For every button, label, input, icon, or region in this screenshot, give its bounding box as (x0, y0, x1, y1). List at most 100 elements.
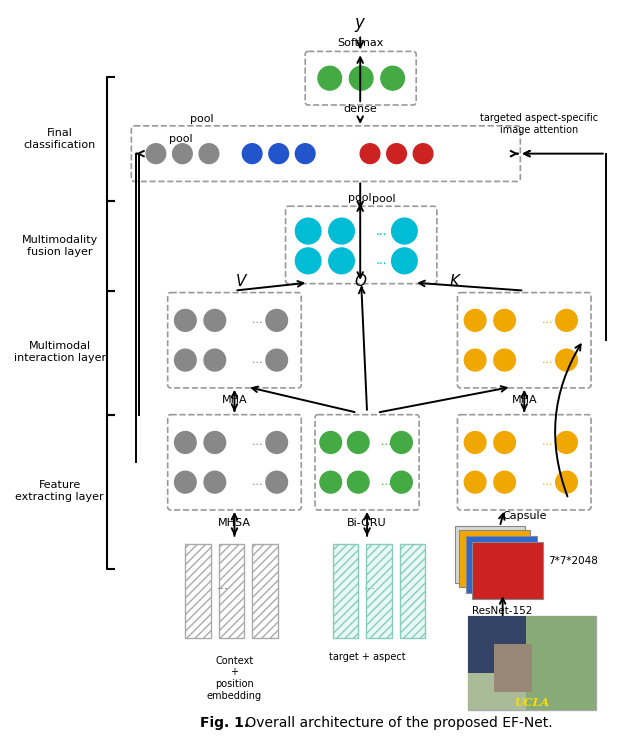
FancyBboxPatch shape (168, 415, 301, 510)
Text: ...: ... (541, 355, 552, 365)
Circle shape (381, 66, 404, 90)
Circle shape (296, 218, 321, 244)
Text: Final
classification: Final classification (24, 128, 96, 149)
Circle shape (266, 471, 287, 493)
Text: ...: ... (364, 579, 376, 592)
Circle shape (329, 248, 355, 273)
Text: ...: ... (541, 315, 552, 325)
FancyBboxPatch shape (315, 415, 419, 510)
Text: pool: pool (190, 114, 214, 124)
Bar (468, 672, 525, 710)
Circle shape (175, 310, 196, 331)
Circle shape (556, 310, 577, 331)
Text: Feature
extracting layer: Feature extracting layer (15, 480, 104, 502)
Circle shape (556, 432, 577, 453)
Text: pool: pool (372, 195, 396, 204)
Text: pool: pool (168, 134, 192, 143)
Circle shape (465, 432, 486, 453)
Text: $V$: $V$ (235, 273, 248, 289)
Circle shape (465, 310, 486, 331)
Bar (252, 544, 278, 638)
Text: targeted aspect-specific
image attention: targeted aspect-specific image attention (480, 113, 598, 134)
Circle shape (348, 471, 369, 493)
Circle shape (296, 143, 315, 163)
Text: ...: ... (252, 477, 262, 487)
Circle shape (465, 471, 486, 493)
Circle shape (494, 310, 515, 331)
Text: Capsule: Capsule (502, 511, 547, 521)
FancyBboxPatch shape (285, 207, 437, 284)
Text: MHA: MHA (221, 395, 247, 405)
Text: ResNet-152: ResNet-152 (472, 606, 533, 616)
Bar (467, 536, 537, 594)
Text: Softmax: Softmax (337, 39, 384, 48)
Text: ...: ... (381, 438, 392, 447)
Circle shape (349, 66, 373, 90)
Text: ...: ... (376, 254, 388, 267)
Circle shape (243, 143, 262, 163)
Circle shape (320, 432, 342, 453)
Circle shape (392, 248, 417, 273)
Text: pool: pool (348, 193, 372, 204)
Text: Fig. 1.: Fig. 1. (200, 716, 249, 730)
Circle shape (266, 349, 287, 371)
FancyBboxPatch shape (168, 293, 301, 388)
Circle shape (360, 143, 380, 163)
Circle shape (146, 143, 166, 163)
Text: $y$: $y$ (354, 16, 367, 33)
Text: Multimodal
interaction layer: Multimodal interaction layer (13, 341, 106, 363)
Circle shape (199, 143, 219, 163)
Circle shape (387, 143, 406, 163)
Circle shape (348, 432, 369, 453)
FancyBboxPatch shape (305, 51, 416, 105)
Circle shape (390, 471, 412, 493)
Bar (472, 542, 543, 600)
Bar (525, 616, 596, 710)
Circle shape (318, 66, 342, 90)
Bar (366, 544, 392, 638)
Circle shape (204, 432, 226, 453)
Circle shape (494, 349, 515, 371)
Bar (468, 616, 525, 672)
Text: ...: ... (541, 438, 552, 447)
Text: ...: ... (541, 477, 552, 487)
Circle shape (269, 143, 289, 163)
Bar (494, 644, 532, 692)
Circle shape (494, 432, 515, 453)
Bar (186, 544, 211, 638)
Bar (399, 544, 425, 638)
Circle shape (320, 471, 342, 493)
Circle shape (296, 248, 321, 273)
Text: target + aspect: target + aspect (329, 652, 405, 662)
Circle shape (204, 349, 226, 371)
Text: MHSA: MHSA (218, 518, 251, 528)
Circle shape (392, 218, 417, 244)
Circle shape (204, 471, 226, 493)
FancyBboxPatch shape (458, 293, 591, 388)
Bar (460, 530, 530, 588)
Circle shape (175, 432, 196, 453)
Circle shape (329, 218, 355, 244)
Text: Multimodality
fusion layer: Multimodality fusion layer (22, 235, 98, 257)
Text: Overall architecture of the proposed EF-Net.: Overall architecture of the proposed EF-… (241, 716, 553, 730)
Text: MHA: MHA (511, 395, 537, 405)
Circle shape (413, 143, 433, 163)
Text: $Q$: $Q$ (353, 272, 367, 290)
Circle shape (266, 310, 287, 331)
Text: Bi-GRU: Bi-GRU (348, 518, 387, 528)
Circle shape (175, 349, 196, 371)
Circle shape (173, 143, 192, 163)
Bar (219, 544, 244, 638)
Circle shape (390, 432, 412, 453)
Circle shape (465, 349, 486, 371)
Text: 7*7*2048: 7*7*2048 (548, 556, 598, 565)
Text: Context
+
position
embedding: Context + position embedding (207, 656, 262, 701)
Circle shape (494, 471, 515, 493)
Text: ...: ... (381, 477, 392, 487)
FancyBboxPatch shape (131, 126, 520, 181)
Bar (454, 526, 525, 583)
Bar (468, 616, 596, 710)
Text: $K$: $K$ (449, 273, 462, 289)
Text: ...: ... (252, 438, 262, 447)
Circle shape (556, 471, 577, 493)
